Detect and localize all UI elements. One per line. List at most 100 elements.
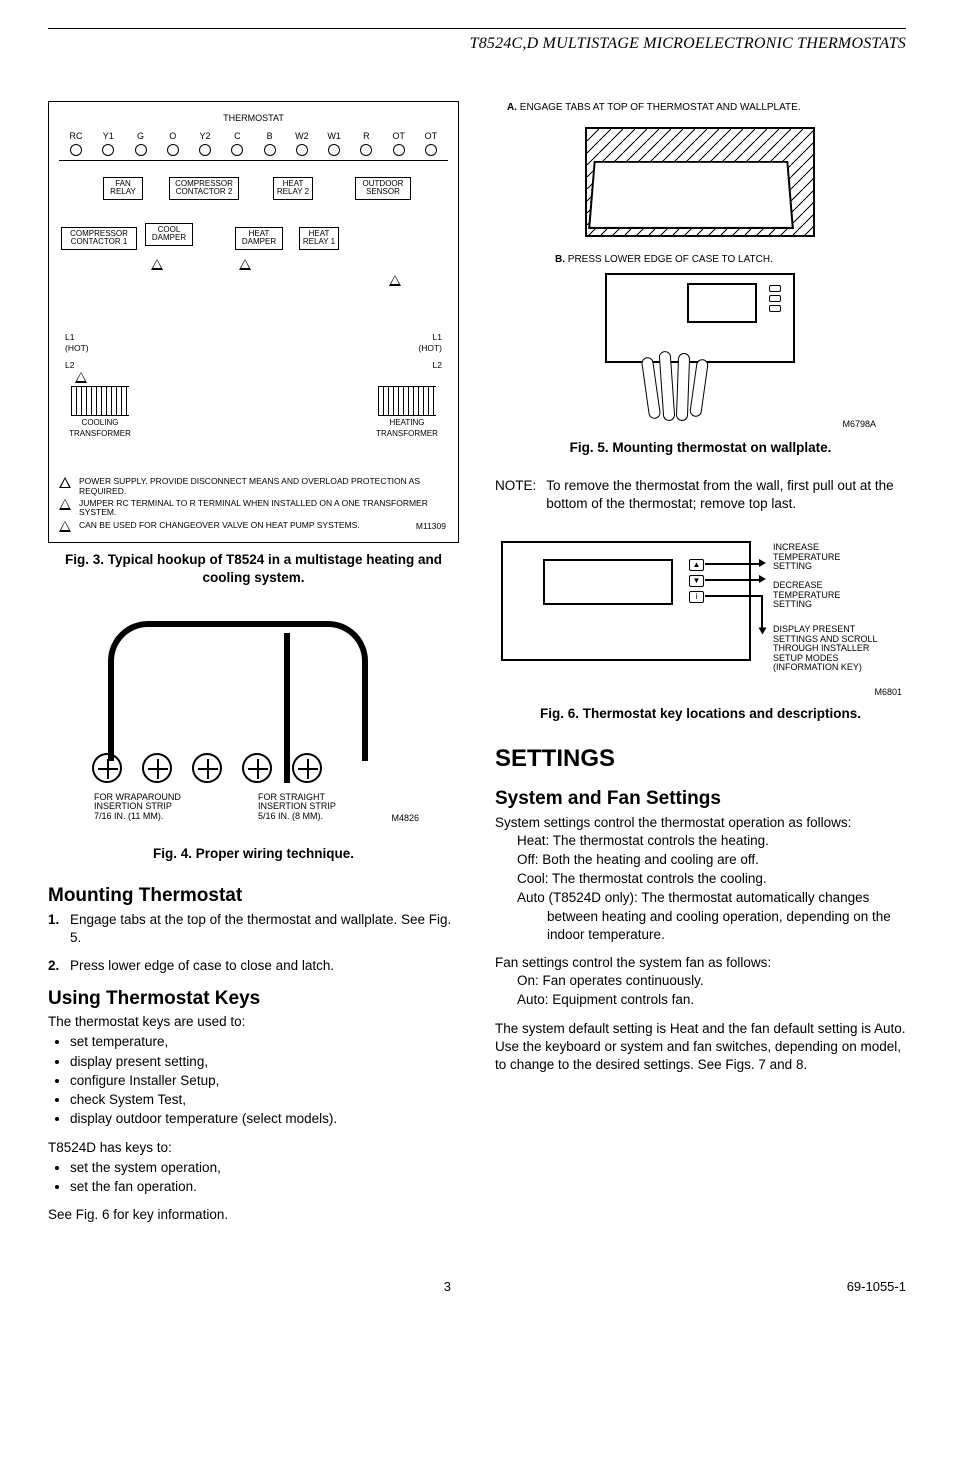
fig6-mref: M6801 <box>874 688 902 697</box>
fig3-tri3b: 3 <box>239 259 251 270</box>
fig3-term-c: C <box>234 131 241 141</box>
fig3-heat-xfmr: HEATING TRANSFORMER <box>372 386 442 440</box>
settings-auto: Auto (T8524D only): The thermostat autom… <box>517 889 906 944</box>
fig3-term-o: O <box>169 131 176 141</box>
fig3-tri1a: 1 <box>389 275 401 286</box>
fig3-cool-xfmr: COOLING TRANSFORMER <box>65 386 135 440</box>
fig6-info-key: i <box>689 591 704 603</box>
note-block: NOTE: To remove the thermostat from the … <box>495 477 906 513</box>
keys-b2: display present setting, <box>70 1053 459 1071</box>
keys-heading: Using Thermostat Keys <box>48 986 459 1012</box>
fig3-legend3: CAN BE USED FOR CHANGEOVER VALVE ON HEAT… <box>79 521 360 530</box>
fig5-device-icon <box>605 273 795 363</box>
fig6-dec-label: DECREASE TEMPERATURE SETTING <box>773 581 840 609</box>
fig5-thermostat-top-icon <box>588 161 794 229</box>
keys-b1: set temperature, <box>70 1033 459 1051</box>
fig3-term-g: G <box>137 131 144 141</box>
settings-heat: Heat: The thermostat controls the heatin… <box>517 832 906 850</box>
fig5-diagram: A. ENGAGE TABS AT TOP OF THERMOSTAT AND … <box>495 101 906 431</box>
screw-terminal-icon <box>92 753 122 783</box>
fig3-terminal-row: RC Y1 G O Y2 C B W2 W1 R OT OT <box>59 126 448 161</box>
fig5-label-b: B. <box>555 254 565 265</box>
fig3-l1-right: L1 (HOT) <box>418 332 442 355</box>
fig3-term-rc: RC <box>70 131 83 141</box>
keys-d-intro: T8524D has keys to: <box>48 1139 459 1157</box>
fig3-term-y2: Y2 <box>200 131 211 141</box>
fig5-mref: M6798A <box>842 418 876 430</box>
page-header: T8524C,D MULTISTAGE MICROELECTRONIC THER… <box>48 33 906 61</box>
header-rule <box>48 28 906 29</box>
settings-fan-list: On: Fan operates continuously. Auto: Equ… <box>495 972 906 1009</box>
settings-off: Off: Both the heating and cooling are of… <box>517 851 906 869</box>
settings-fan-on: On: Fan operates continuously. <box>517 972 906 990</box>
fig3-term-b: B <box>267 131 273 141</box>
fig5-text-a: ENGAGE TABS AT TOP OF THERMOSTAT AND WAL… <box>520 102 801 113</box>
fig5-caption: Fig. 5. Mounting thermostat on wallplate… <box>495 439 906 457</box>
fig3-heat-damper: HEAT DAMPER <box>235 227 283 250</box>
fig3-schem-title: THERMOSTAT <box>59 112 448 124</box>
fig3-fan-relay: FAN RELAY <box>103 177 143 200</box>
settings-cool: Cool: The thermostat controls the coolin… <box>517 870 906 888</box>
footer-page: 3 <box>444 1278 451 1296</box>
fig5-label-a: A. <box>507 102 517 113</box>
screw-terminal-icon <box>292 753 322 783</box>
triangle-3-icon: 3 <box>59 521 71 532</box>
settings-default: The system default setting is Heat and t… <box>495 1020 906 1075</box>
fig3-term-w2: W2 <box>295 131 309 141</box>
keys-see: See Fig. 6 for key information. <box>48 1206 459 1224</box>
triangle-2-icon: 2 <box>59 499 71 510</box>
fig3-term-r: R <box>363 131 370 141</box>
fig3-l1-left: L1 (HOT) <box>65 332 89 355</box>
fig3-comp1: COMPRESSOR CONTACTOR 1 <box>61 227 137 250</box>
fig5-hand-icon <box>635 351 745 441</box>
screw-terminal-icon <box>142 753 172 783</box>
fig3-tri3a: 3 <box>151 259 163 270</box>
fig3-diagram: THERMOSTAT RC Y1 G O Y2 C B W2 W1 R OT O… <box>48 101 459 543</box>
mounting-step1: Engage tabs at the top of the thermostat… <box>70 912 451 945</box>
screw-terminal-icon <box>192 753 222 783</box>
right-column: A. ENGAGE TABS AT TOP OF THERMOSTAT AND … <box>495 101 906 1235</box>
fig6-diagram: ▲ ▼ i INCREASE TEMPERATURE SETTING DECRE… <box>495 527 906 697</box>
fig4-mref: M4826 <box>391 814 419 823</box>
fig3-term-ot1: OT <box>392 131 405 141</box>
fig3-mref: M11309 <box>416 522 446 531</box>
page-footer: 3 69-1055-1 <box>48 1278 906 1296</box>
triangle-1-icon: 1 <box>59 477 71 488</box>
fig3-cool-damper: COOL DAMPER <box>145 223 193 246</box>
fig3-heat-relay2: HEAT RELAY 2 <box>273 177 313 200</box>
left-column: THERMOSTAT RC Y1 G O Y2 C B W2 W1 R OT O… <box>48 101 459 1235</box>
fig3-tri1b: 1 <box>75 372 87 383</box>
mounting-steps: 1.Engage tabs at the top of the thermost… <box>48 911 459 976</box>
keys-intro: The thermostat keys are used to: <box>48 1013 459 1031</box>
footer-doc: 69-1055-1 <box>847 1278 906 1296</box>
settings-fan-intro: Fan settings control the system fan as f… <box>495 954 906 972</box>
note-label: NOTE: <box>495 477 536 513</box>
settings-heading: SETTINGS <box>495 743 906 775</box>
screw-terminal-icon <box>242 753 272 783</box>
fig6-info-label: DISPLAY PRESENT SETTINGS AND SCROLL THRO… <box>773 625 878 672</box>
note-body: To remove the thermostat from the wall, … <box>546 477 906 513</box>
settings-fan-auto: Auto: Equipment controls fan. <box>517 991 906 1009</box>
fig3-heat-relay1: HEAT RELAY 1 <box>299 227 339 250</box>
fig3-l2-right: L2 <box>433 360 442 371</box>
mounting-heading: Mounting Thermostat <box>48 883 459 909</box>
keys-d1: set the system operation, <box>70 1159 459 1177</box>
fig4-wrap-label: FOR WRAPAROUND INSERTION STRIP 7/16 IN. … <box>94 793 181 821</box>
fig5-text-b: PRESS LOWER EDGE OF CASE TO LATCH. <box>568 254 773 265</box>
mounting-step2: Press lower edge of case to close and la… <box>70 958 334 973</box>
settings-sub1: System and Fan Settings <box>495 786 906 812</box>
fig6-inc-label: INCREASE TEMPERATURE SETTING <box>773 543 840 571</box>
fig6-caption: Fig. 6. Thermostat key locations and des… <box>495 705 906 723</box>
fig3-comp2: COMPRESSOR CONTACTOR 2 <box>169 177 239 200</box>
fig3-term-w1: W1 <box>327 131 341 141</box>
settings-system-list: Heat: The thermostat controls the heatin… <box>495 832 906 944</box>
keys-b4: check System Test, <box>70 1091 459 1109</box>
keys-b5: display outdoor temperature (select mode… <box>70 1110 459 1128</box>
fig3-term-y1: Y1 <box>103 131 114 141</box>
fig3-legend1: POWER SUPPLY. PROVIDE DISCONNECT MEANS A… <box>79 477 448 496</box>
fig3-l2-left: L2 <box>65 360 74 371</box>
fig6-up-key: ▲ <box>689 559 704 571</box>
keys-bullets: set temperature, display present setting… <box>48 1033 459 1128</box>
fig4-diagram: FOR WRAPAROUND INSERTION STRIP 7/16 IN. … <box>48 607 459 817</box>
fig6-down-key: ▼ <box>689 575 704 587</box>
